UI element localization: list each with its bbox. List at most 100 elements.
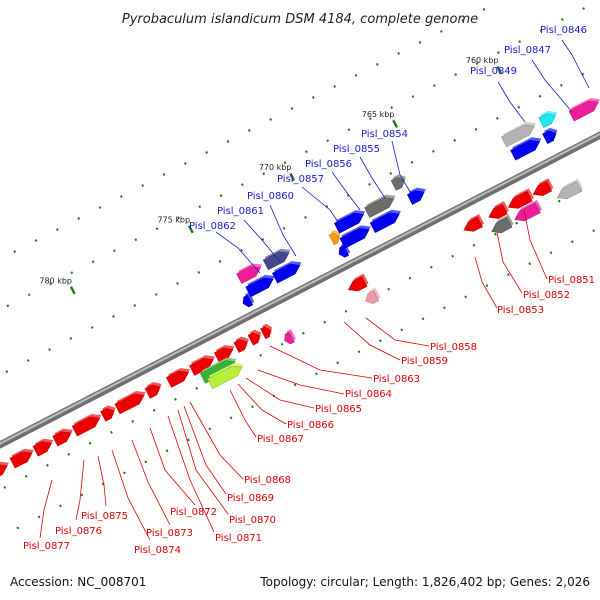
leader-line [189,401,244,480]
gene-label: Pisl_0849 [470,66,517,77]
gene-arrow [260,323,272,340]
gene-label: Pisl_0860 [247,191,294,202]
gene-label: Pisl_0866 [287,420,334,431]
gene-arrow [213,345,235,363]
gene-arrow [514,199,543,222]
gene-arrow [510,137,542,161]
gene-arrow [532,178,554,196]
gene-arrow [491,214,514,234]
gene-arrow [538,110,558,128]
leader-line [131,439,171,526]
tick-label: 770 kbp [259,163,292,172]
leader-line [497,81,526,123]
dotted-ring [0,0,600,312]
gene-arrow [247,329,262,346]
gene-label: Pisl_0862 [189,221,236,232]
tick-label: 760 kbp [466,56,499,65]
gene-label: Pisl_0846 [540,25,587,36]
leader-line [75,459,85,521]
gene-labels: Pisl_0846 Pisl_0847 Pisl_0849 Pisl_0854 Pisl… [23,25,595,556]
gene-arrow [242,292,255,308]
leader-line [561,39,590,89]
leader-line [257,369,345,395]
dotted-ring [0,64,600,377]
gene-arrow [9,448,34,469]
gene-label: Pisl_0861 [217,206,264,217]
leader-line [359,156,386,199]
tick-label: 765 kbp [362,110,395,119]
gene-features [0,98,600,477]
leader-line [496,231,523,294]
leader-line [331,171,361,211]
gene-label: Pisl_0867 [257,434,304,445]
leader-line [39,479,53,539]
leader-line [523,209,548,280]
gene-label: Pisl_0874 [134,545,181,556]
gene-arrow [236,263,263,284]
gene-arrow [390,174,406,191]
leader-line [237,383,287,425]
leader-line [474,256,498,309]
gene-arrow [144,381,162,399]
major-tick [289,172,296,182]
gene-label: Pisl_0871 [215,533,262,544]
gene-arrow [488,201,509,219]
gene-label: Pisl_0876 [55,526,102,537]
gene-arrow [338,242,351,258]
leader-line [149,427,196,506]
leader-line [215,231,261,274]
map-title: Pyrobaculum islandicum DSM 4184, complet… [122,12,478,27]
gene-arrow [100,405,116,422]
leader-line [183,405,227,495]
gene-arrow [52,428,73,447]
leader-line [243,219,281,263]
gene-label: Pisl_0859 [401,356,448,367]
dotted-ring [0,178,600,492]
gene-arrow [207,362,244,389]
major-tick [392,119,399,128]
gene-label: Pisl_0852 [523,290,570,301]
accession-text: Accession: NC_008701 [10,575,146,589]
gene-label: Pisl_0875 [81,511,128,522]
gene-arrow [568,98,600,122]
gene-label: Pisl_0869 [227,493,274,504]
major-tick [187,225,194,234]
gene-label: Pisl_0865 [315,404,362,415]
gene-label: Pisl_0854 [361,129,408,140]
gene-label: Pisl_0858 [430,342,477,353]
tick-label: 775 kbp [157,215,190,224]
gene-arrow [272,261,302,284]
leader-line [177,409,229,515]
leader-line [301,186,343,229]
major-tick [69,286,76,295]
gene-label: Pisl_0870 [229,515,276,526]
leader-line [269,204,297,257]
gene-label: Pisl_0853 [497,305,544,316]
gene-arrow [501,122,536,148]
gene-arrow [369,209,401,234]
gene-arrow [365,287,381,304]
scale-ticks: 760 kbp 765 kbp 770 kbp 775 kbp 780 kbp [39,56,503,295]
gene-label: Pisl_0847 [504,45,551,56]
gene-arrow [542,127,558,145]
gene-arrow [114,391,146,415]
gene-label: Pisl_0872 [170,507,217,518]
dotted-guide-rings [0,0,600,539]
leader-line [111,449,151,541]
gene-arrow [71,413,102,437]
gene-arrow [406,187,426,205]
gene-arrow [339,225,371,249]
gene-arrow [507,188,534,209]
leader-line [245,377,315,409]
leader-line [269,345,373,379]
gene-arrow [284,329,296,345]
gene-arrow [32,438,54,457]
gene-label: Pisl_0877 [23,541,70,552]
gene-label: Pisl_0855 [333,144,380,155]
gene-arrow [166,368,191,388]
gene-arrow [262,248,291,271]
gene-label: Pisl_0857 [277,174,324,185]
gene-arrow [328,229,341,246]
gene-arrow [463,213,485,232]
